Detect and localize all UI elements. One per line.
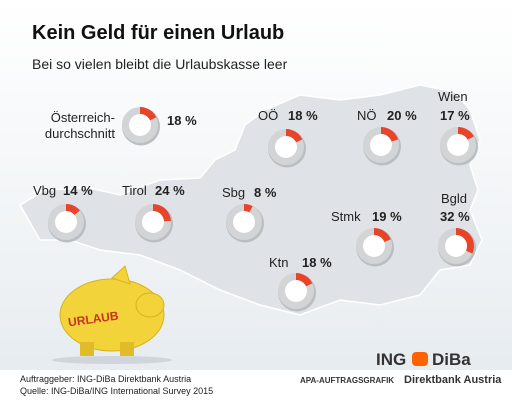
value-label: 8 % — [254, 185, 277, 200]
donut-hole — [55, 211, 77, 233]
donut-slice — [66, 204, 80, 215]
donut-hole — [445, 235, 467, 257]
apa-credit: APA-AUFTRAGSGRAFIK — [300, 376, 395, 385]
logo-ing: ING — [376, 350, 407, 369]
region-label: Bgld — [441, 191, 468, 206]
region-label: Ktn — [269, 255, 289, 270]
region-label: NÖ — [357, 108, 377, 123]
donut-hole — [285, 280, 307, 302]
value-label: 24 % — [155, 183, 185, 198]
value-label: 18 % — [167, 113, 197, 128]
region-label: OÖ — [258, 108, 279, 123]
region-label: Wien — [438, 89, 468, 104]
donut-hole — [447, 134, 469, 156]
region-label: Stmk — [331, 209, 361, 224]
logo-diba: DiBa — [432, 350, 471, 369]
value-label: 17 % — [440, 108, 470, 123]
value-label: 20 % — [387, 108, 417, 123]
footer-source: Quelle: ING-DiBa/ING International Surve… — [20, 386, 214, 396]
region-label: Sbg — [222, 185, 246, 200]
piggy-bank — [52, 265, 172, 364]
logo-lion — [412, 352, 428, 366]
donut-slice — [458, 127, 474, 140]
region-label: Vbg — [33, 183, 57, 198]
donut-hole — [370, 134, 392, 156]
logo-tagline: Direktbank Austria — [404, 374, 502, 386]
donut-hole — [142, 211, 164, 233]
donut-slice — [381, 127, 399, 142]
value-label: 19 % — [372, 209, 402, 224]
value-label: 18 % — [302, 255, 332, 270]
chart-subtitle: Bei so vielen bleibt die Urlaubskasse le… — [32, 56, 288, 72]
donut-slice — [140, 107, 157, 121]
value-label: 32 % — [440, 209, 470, 224]
value-label: 14 % — [63, 183, 93, 198]
region-label: Tirol — [122, 183, 147, 198]
donut-hole — [129, 114, 151, 136]
donut-slice — [286, 129, 303, 143]
value-label: 18 % — [288, 108, 318, 123]
donut-slice — [374, 228, 391, 242]
donut-slice — [456, 228, 475, 254]
region-label: Österreich-durchschnitt — [44, 110, 115, 141]
donut-slice — [244, 204, 253, 213]
footer-client: Auftraggeber: ING-DiBa Direktbank Austri… — [20, 374, 192, 384]
chart-title: Kein Geld für einen Urlaub — [32, 22, 285, 44]
donut-hole — [233, 211, 255, 233]
donut-hole — [363, 235, 385, 257]
footer — [0, 370, 512, 417]
donut-hole — [275, 136, 297, 158]
donut-slice — [153, 204, 171, 222]
donut-slice — [296, 273, 313, 287]
